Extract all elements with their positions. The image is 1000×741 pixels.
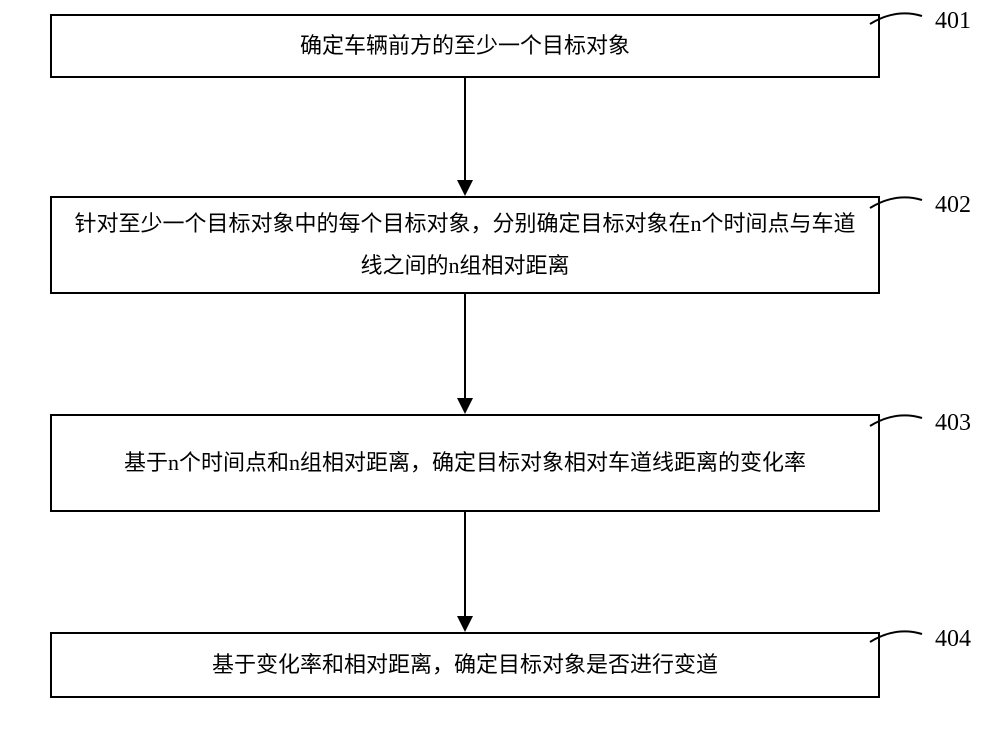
arrow-head-icon (457, 398, 473, 414)
step-box-404: 基于变化率和相对距离，确定目标对象是否进行变道 (50, 632, 880, 698)
step-label-401: 401 (935, 8, 971, 35)
step-box-401: 确定车辆前方的至少一个目标对象 (50, 14, 880, 78)
arrow-line-2 (464, 512, 466, 616)
step-text: 针对至少一个目标对象中的每个目标对象，分别确定目标对象在n个时间点与车道线之间的… (72, 203, 858, 287)
step-text: 确定车辆前方的至少一个目标对象 (300, 25, 630, 67)
step-text: 基于n个时间点和n组相对距离，确定目标对象相对车道线距离的变化率 (124, 442, 806, 484)
arrow-head-icon (457, 616, 473, 632)
arrow-line-1 (464, 294, 466, 398)
step-box-402: 针对至少一个目标对象中的每个目标对象，分别确定目标对象在n个时间点与车道线之间的… (50, 196, 880, 294)
step-label-402: 402 (935, 192, 971, 219)
step-box-403: 基于n个时间点和n组相对距离，确定目标对象相对车道线距离的变化率 (50, 414, 880, 512)
step-text: 基于变化率和相对距离，确定目标对象是否进行变道 (212, 644, 718, 686)
step-label-404: 404 (935, 626, 971, 653)
leader-line (868, 406, 924, 438)
leader-line (868, 622, 924, 654)
leader-line (868, 188, 924, 220)
flowchart-canvas: 确定车辆前方的至少一个目标对象 401 针对至少一个目标对象中的每个目标对象，分别确… (0, 0, 1000, 741)
leader-line (868, 4, 924, 36)
step-label-403: 403 (935, 410, 971, 437)
arrow-line-0 (464, 78, 466, 180)
arrow-head-icon (457, 180, 473, 196)
